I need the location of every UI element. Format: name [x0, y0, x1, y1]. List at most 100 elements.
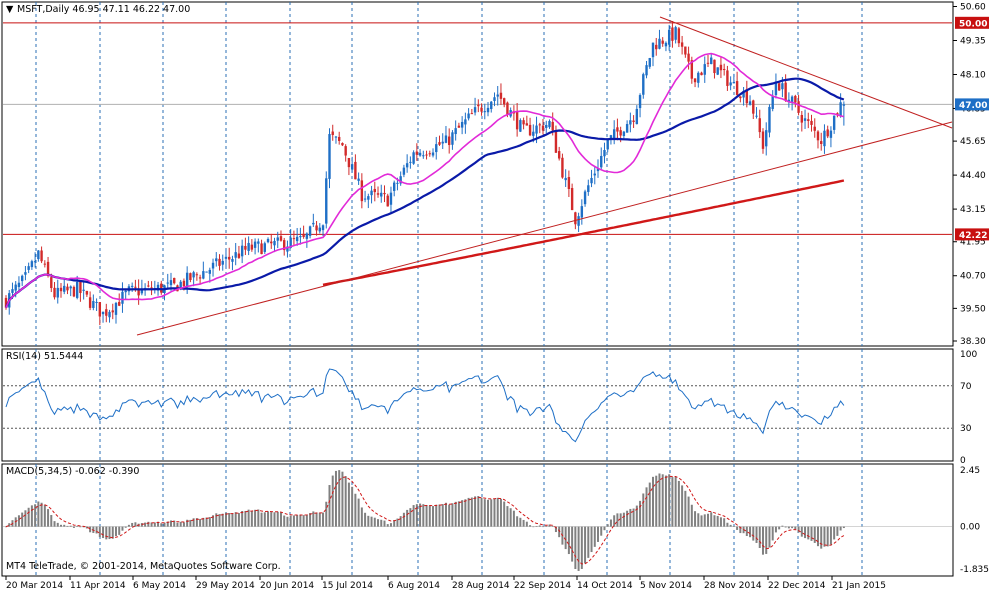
macd-histogram-bar[interactable]	[791, 526, 794, 529]
candle[interactable]	[603, 142, 606, 164]
macd-histogram-bar[interactable]	[499, 498, 502, 527]
candle[interactable]	[719, 56, 723, 79]
candle[interactable]	[386, 193, 389, 207]
macd-histogram-bar[interactable]	[69, 525, 72, 527]
candle[interactable]	[383, 185, 386, 203]
candle[interactable]	[807, 112, 810, 129]
macd-histogram-bar[interactable]	[558, 526, 561, 538]
candle[interactable]	[27, 262, 30, 274]
macd-histogram-bar[interactable]	[250, 510, 253, 527]
candle[interactable]	[829, 126, 833, 148]
candle[interactable]	[98, 302, 102, 326]
macd-histogram-bar[interactable]	[309, 513, 312, 527]
candle[interactable]	[800, 110, 804, 132]
macd-histogram-bar[interactable]	[755, 526, 758, 543]
macd-histogram-bar[interactable]	[745, 526, 748, 537]
macd-histogram-bar[interactable]	[681, 485, 684, 527]
candle[interactable]	[431, 148, 435, 158]
macd-histogram-bar[interactable]	[428, 505, 431, 527]
rsi-line[interactable]	[5, 368, 845, 443]
macd-histogram-bar[interactable]	[509, 508, 512, 527]
candle[interactable]	[600, 147, 603, 170]
candle[interactable]	[82, 281, 85, 300]
menu-chevron-icon[interactable]: ▼	[6, 4, 14, 15]
candle[interactable]	[771, 90, 774, 112]
candle[interactable]	[101, 311, 105, 323]
macd-signal-line[interactable]	[5, 475, 845, 565]
candle[interactable]	[237, 245, 241, 259]
macd-histogram-bar[interactable]	[82, 526, 85, 528]
candle[interactable]	[803, 109, 807, 129]
macd-histogram-bar[interactable]	[150, 522, 153, 527]
macd-histogram-bar[interactable]	[344, 476, 347, 527]
candle[interactable]	[370, 185, 373, 204]
candle[interactable]	[832, 115, 836, 134]
macd-histogram-bar[interactable]	[383, 520, 386, 527]
candle[interactable]	[37, 249, 40, 262]
candle[interactable]	[302, 225, 305, 239]
macd-histogram-bar[interactable]	[635, 505, 638, 527]
macd-histogram-bar[interactable]	[787, 526, 790, 529]
candle[interactable]	[240, 239, 244, 264]
ma-fast-line[interactable]	[5, 52, 845, 309]
candle[interactable]	[147, 280, 150, 288]
macd-histogram-bar[interactable]	[79, 526, 82, 528]
macd-histogram-bar[interactable]	[76, 525, 79, 527]
macd-histogram-bar[interactable]	[545, 525, 548, 527]
macd-histogram-bar[interactable]	[820, 526, 823, 549]
macd-histogram-bar[interactable]	[157, 521, 160, 527]
macd-histogram-bar[interactable]	[697, 513, 700, 527]
candle[interactable]	[548, 119, 551, 129]
macd-histogram-bar[interactable]	[218, 514, 221, 527]
macd-histogram-bar[interactable]	[147, 521, 150, 527]
macd-histogram-bar[interactable]	[613, 515, 616, 527]
macd-histogram-bar[interactable]	[716, 515, 719, 527]
macd-histogram-bar[interactable]	[186, 519, 189, 527]
candle[interactable]	[813, 118, 816, 138]
macd-histogram-bar[interactable]	[813, 526, 816, 543]
macd-histogram-bar[interactable]	[296, 515, 299, 527]
macd-histogram-bar[interactable]	[661, 474, 664, 527]
candle[interactable]	[325, 171, 328, 229]
macd-histogram-bar[interactable]	[525, 521, 528, 527]
candle[interactable]	[279, 230, 283, 242]
macd-histogram-bar[interactable]	[474, 496, 477, 527]
candle[interactable]	[354, 154, 357, 180]
candle[interactable]	[820, 132, 823, 151]
ma-mid-line[interactable]	[4, 77, 845, 309]
macd-histogram-bar[interactable]	[784, 526, 787, 528]
macd-histogram-bar[interactable]	[189, 519, 192, 527]
macd-histogram-bar[interactable]	[273, 512, 276, 527]
macd-histogram-bar[interactable]	[619, 513, 622, 527]
candle[interactable]	[295, 228, 299, 246]
macd-histogram-bar[interactable]	[406, 509, 409, 527]
macd-histogram-bar[interactable]	[529, 525, 532, 527]
macd-histogram-bar[interactable]	[690, 504, 693, 527]
macd-histogram-bar[interactable]	[325, 501, 328, 527]
candle[interactable]	[283, 237, 286, 256]
candle[interactable]	[221, 254, 224, 271]
candle[interactable]	[360, 173, 364, 209]
macd-histogram-bar[interactable]	[402, 512, 405, 527]
macd-histogram-bar[interactable]	[131, 522, 134, 527]
macd-histogram-bar[interactable]	[542, 526, 545, 528]
macd-histogram-bar[interactable]	[804, 526, 807, 539]
macd-histogram-bar[interactable]	[176, 522, 179, 527]
macd-histogram-bar[interactable]	[292, 515, 295, 527]
candle[interactable]	[211, 258, 215, 277]
macd-histogram-bar[interactable]	[839, 526, 842, 531]
macd-histogram-bar[interactable]	[451, 503, 454, 527]
macd-histogram-bar[interactable]	[205, 517, 208, 527]
candle[interactable]	[706, 54, 710, 68]
candle[interactable]	[347, 157, 351, 176]
candle[interactable]	[774, 73, 778, 99]
candle[interactable]	[473, 97, 477, 116]
macd-histogram-bar[interactable]	[66, 525, 69, 527]
candle[interactable]	[457, 122, 461, 128]
macd-histogram-bar[interactable]	[749, 526, 752, 538]
macd-histogram-bar[interactable]	[642, 493, 645, 527]
macd-histogram-bar[interactable]	[17, 515, 20, 527]
candle[interactable]	[286, 240, 289, 258]
candle[interactable]	[625, 120, 629, 133]
candle[interactable]	[729, 76, 732, 91]
